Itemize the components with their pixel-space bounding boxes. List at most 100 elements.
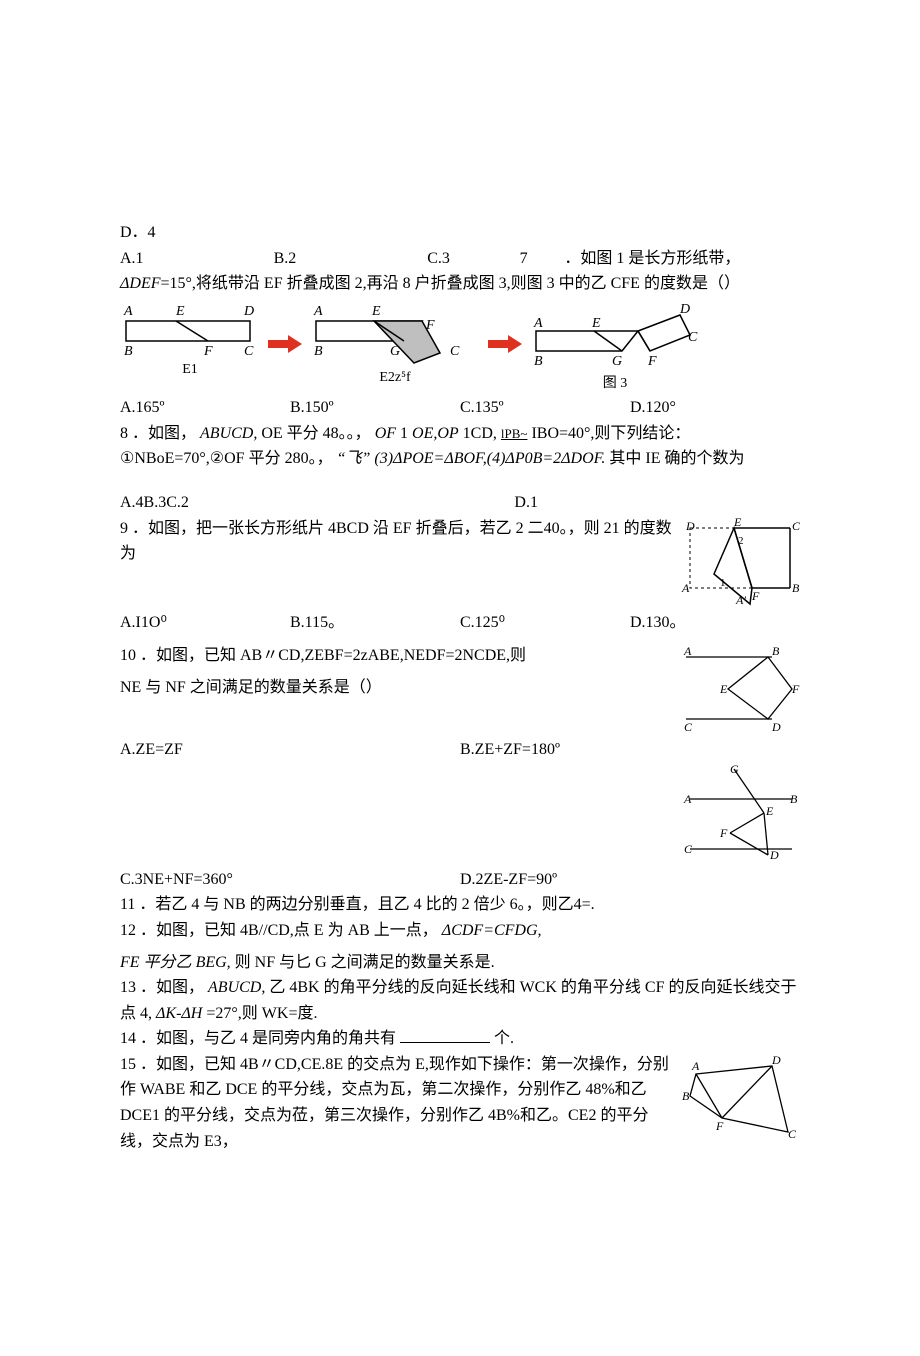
q7-line2-rest: =15°,将纸带沿 EF 折叠成图 2,再沿 8 户折叠成图 3,则图 3 中的… — [161, 275, 740, 292]
q10-A: A — [683, 644, 692, 658]
q11-figure: G A B E F C D — [680, 763, 800, 863]
q13-e: =27°,则 WK=度. — [206, 1005, 317, 1022]
label-a: A — [123, 304, 133, 319]
q12-l1a: 12 ．如图，已知 4B//CD,点 E 为 AB 上一点， — [120, 922, 438, 939]
q8-l1h: lPB~ — [501, 426, 528, 441]
q7-fig2: A E F G B C E2z⁵f — [310, 301, 480, 389]
q15-df — [722, 1066, 772, 1118]
q10-choice-b: B.ZE+ZF=180º — [460, 737, 800, 763]
q11-text: 11 ．若乙 4 与 NB 的两边分别垂直，且乙 4 比的 2 倍少 6。，则乙… — [120, 892, 800, 918]
label-b3: B — [534, 354, 543, 369]
q11-block: G A B E F C D C.3NE+NF=360° D.2ZE-ZF=90º… — [120, 763, 800, 918]
q7-def-term: ΔDEF — [120, 275, 161, 292]
strip3b — [638, 315, 690, 351]
q15-C: C — [788, 1127, 797, 1141]
arrow-icon-2 — [488, 334, 522, 363]
q9-lab-C: C — [792, 519, 800, 533]
q8-l1g: 1CD, — [463, 425, 497, 442]
q9-choice-a: A.I1O⁰ — [120, 610, 290, 636]
q9-choice-c: C.125⁰ — [460, 610, 630, 636]
q8-l1e: 1 — [400, 425, 408, 442]
arrow-shape — [268, 335, 302, 353]
q11-E: E — [765, 804, 774, 818]
label-f2: F — [425, 318, 435, 333]
label-e2: E — [371, 304, 381, 319]
q7-fig1-caption: E1 — [182, 359, 198, 381]
q15-block: A D B F C 15 ．如图，已知 4B〃CD,CE.8E 的交点为 E,现… — [120, 1052, 800, 1154]
q9-lab-Ap: A' — [735, 593, 746, 606]
q8-choice-abc: A.4B.3C.2 — [120, 490, 514, 516]
q10-C: C — [684, 720, 693, 733]
label-a2: A — [313, 304, 323, 319]
q15-figure: A D B F C — [680, 1052, 800, 1152]
q10-block: A B C D E F 10 ．如图，已知 AB〃CD,ZEBF=2zABE,N… — [120, 643, 800, 763]
q8-l1c: OE 平分 48。。， — [261, 425, 370, 442]
q6-d-line: D．4 — [120, 220, 800, 246]
q9-lab-1: 1 — [720, 577, 726, 589]
q9-text: 9 ．如图，把一张长方形纸片 4BCD 沿 EF 折叠后，若乙 2 二40。，则… — [120, 516, 672, 567]
q8-l1b: ABUCD, — [200, 425, 257, 442]
q6-choice-a: A.1 — [120, 246, 270, 272]
q12-l2c: 则 NF 与匕 G 之间满足的数量关系是. — [235, 954, 495, 971]
label-c: C — [244, 344, 254, 357]
q11-A: A — [683, 792, 692, 806]
q9-choice-d: D.130。 — [630, 610, 800, 636]
q14-before: 14 ．如图，与乙 4 是同旁内角的角共有 — [120, 1030, 396, 1047]
q9-fold-poly — [714, 528, 752, 604]
q11-F: F — [719, 826, 728, 840]
rect-strip — [126, 321, 250, 341]
q10-choice-a: A.ZE=ZF — [120, 737, 460, 763]
q11-C: C — [684, 842, 693, 856]
q9-lab-D: D — [685, 519, 695, 533]
label-e: E — [175, 304, 185, 319]
label-f3: F — [647, 354, 657, 369]
q7-choice-a: A.165º — [120, 395, 290, 421]
q15-F: F — [715, 1119, 724, 1133]
q10-choice-c: C.3NE+NF=360° — [120, 867, 460, 893]
label-e3: E — [591, 316, 601, 331]
q8-l1f: OE,OP — [412, 425, 459, 442]
q11-ef — [730, 813, 764, 833]
label-c3: C — [688, 330, 698, 345]
q10-B: B — [772, 644, 780, 658]
q15-poly — [690, 1066, 788, 1132]
q15-D: D — [771, 1053, 781, 1067]
fold-line3b — [638, 331, 650, 351]
label-f: F — [203, 344, 213, 357]
strip3a — [536, 331, 638, 351]
label-b2: B — [314, 344, 323, 359]
q7-fig1-svg: A E D B F C — [120, 301, 260, 357]
q8-l1i: IBO=40°,则下列结论： — [531, 425, 690, 442]
q7-choice-b: B.150º — [290, 395, 460, 421]
q9-lab-2: 2 — [738, 535, 744, 547]
q10-choices-ab: A.ZE=ZF B.ZE+ZF=180º — [120, 737, 800, 763]
q10-figure: A B C D E F — [680, 643, 800, 733]
q9-lab-B: B — [792, 581, 800, 595]
q10-E: E — [719, 682, 728, 696]
q8-l2b: “飞” — [337, 450, 371, 467]
q14-blank — [400, 1026, 490, 1043]
q9-choice-b: B.115。 — [290, 610, 460, 636]
q7-figure-row: A E D B F C E1 A E F G B C E2z⁵f — [120, 301, 800, 395]
label-d: D — [243, 304, 254, 319]
q12-l1b: ΔCDF=CFDG, — [442, 922, 542, 939]
q9-lab-F: F — [751, 589, 760, 603]
q6-q7-row: A.1 B.2 C.3 7 ．如图 1 是长方形纸带， — [120, 246, 800, 272]
spacer — [120, 472, 800, 490]
q6-choice-c: C.3 — [427, 246, 515, 272]
q15-text: 15 ．如图，已知 4B〃CD,CE.8E 的交点为 E,现作如下操作：第一次操… — [120, 1052, 672, 1154]
q8-line1: 8 ．如图， ABUCD, OE 平分 48。。， OF 1 OE,OP 1CD… — [120, 421, 800, 447]
q7-fig3-svg: D A E C B G F — [530, 301, 700, 371]
q8-choice-d: D.1 — [514, 490, 800, 516]
q7-fig2-caption: E2z⁵f — [379, 367, 410, 389]
q9-block: D E C A B F A' 1 2 9 ．如图，把一张长方形纸片 4BCD 沿… — [120, 516, 800, 636]
q10-diamond — [728, 657, 792, 719]
q8-line2: ①NBoE=70°,②OF 平分 280。， “飞” (3)ΔPOE=ΔBOF,… — [120, 446, 800, 472]
q8-l2a: ①NBoE=70°,②OF 平分 280。， — [120, 450, 333, 467]
q15-A: A — [691, 1059, 700, 1073]
q11-D: D — [769, 848, 779, 862]
q7-line2: ΔDEF=15°,将纸带沿 EF 折叠成图 2,再沿 8 户折叠成图 3,则图 … — [120, 271, 800, 297]
q13-a: 13 ．如图， — [120, 979, 204, 996]
q7-fig1: A E D B F C E1 — [120, 301, 260, 381]
q8-l1a: 8 ．如图， — [120, 425, 196, 442]
